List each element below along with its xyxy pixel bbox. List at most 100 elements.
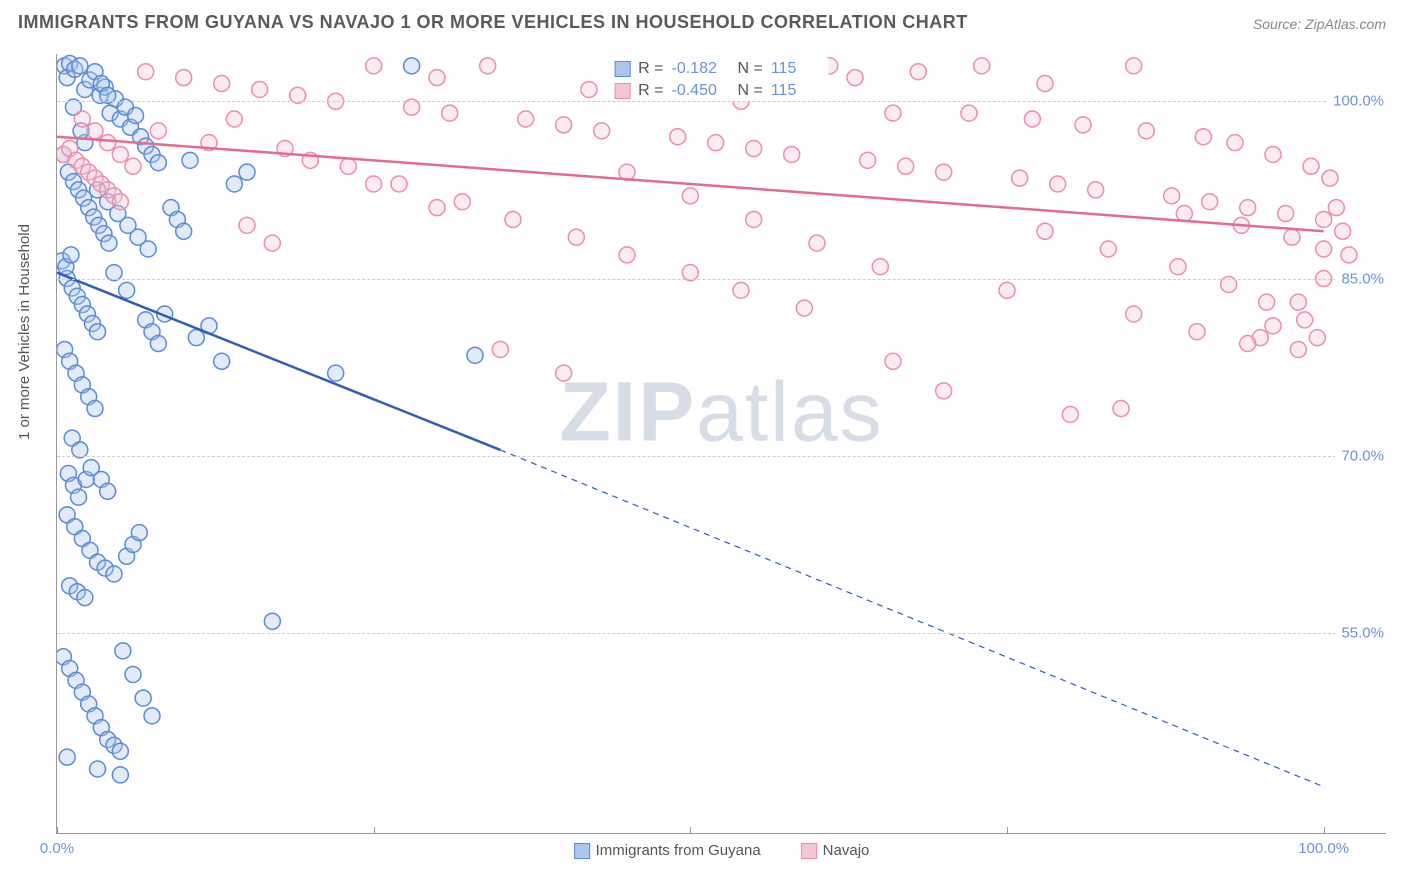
swatch-navajo-icon [801, 843, 817, 859]
scatter-point [898, 158, 914, 174]
scatter-point [83, 460, 99, 476]
swatch-guyana-icon [574, 843, 590, 859]
scatter-point [619, 247, 635, 263]
scatter-point [226, 111, 242, 127]
correlation-legend: R = -0.182 N = 115 R = -0.450 N = 115 [614, 58, 829, 102]
legend-label-guyana: Immigrants from Guyana [596, 842, 761, 859]
legend-label-navajo: Navajo [823, 842, 870, 859]
scatter-point [144, 708, 160, 724]
scatter-point [115, 643, 131, 659]
scatter-point [556, 365, 572, 381]
trend-line-solid [57, 273, 500, 450]
scatter-point [1195, 129, 1211, 145]
scatter-point [885, 105, 901, 121]
gridline [57, 279, 1386, 280]
scatter-point [1113, 401, 1129, 417]
n-value-navajo: 115 [771, 82, 829, 100]
scatter-point [112, 194, 128, 210]
scatter-point [138, 64, 154, 80]
scatter-point [809, 235, 825, 251]
scatter-point [568, 229, 584, 245]
scatter-point [176, 70, 192, 86]
scatter-point [442, 105, 458, 121]
scatter-point [784, 146, 800, 162]
scatter-point [1290, 341, 1306, 357]
scatter-point [910, 64, 926, 80]
scatter-point [1062, 406, 1078, 422]
scatter-point [77, 590, 93, 606]
scatter-point [214, 353, 230, 369]
scatter-point [1176, 206, 1192, 222]
scatter-point [391, 176, 407, 192]
scatter-point [1290, 294, 1306, 310]
scatter-point [264, 613, 280, 629]
scatter-point [1335, 223, 1351, 239]
n-label: N = [738, 82, 763, 100]
y-tick-label: 70.0% [1335, 447, 1390, 464]
scatter-point [366, 176, 382, 192]
scatter-point [1297, 312, 1313, 328]
y-tick-label: 55.0% [1335, 625, 1390, 642]
scatter-point [63, 247, 79, 263]
scatter-point [1189, 324, 1205, 340]
scatter-point [467, 347, 483, 363]
scatter-point [239, 164, 255, 180]
scatter-point [581, 81, 597, 97]
scatter-point [1240, 200, 1256, 216]
chart-title: IMMIGRANTS FROM GUYANA VS NAVAJO 1 OR MO… [18, 12, 968, 33]
plot-area: ZIPatlas R = -0.182 N = 115 R = -0.450 N… [56, 54, 1386, 834]
series-legend: Immigrants from Guyana Navajo [574, 842, 870, 859]
scatter-point [140, 241, 156, 257]
scatter-point [733, 282, 749, 298]
scatter-point [746, 141, 762, 157]
scatter-point [1202, 194, 1218, 210]
scatter-point [366, 58, 382, 74]
scatter-point [556, 117, 572, 133]
scatter-point [594, 123, 610, 139]
scatter-point [492, 341, 508, 357]
scatter-point [1037, 223, 1053, 239]
scatter-point [1259, 294, 1275, 310]
scatter-point [429, 200, 445, 216]
r-value-guyana: -0.182 [672, 60, 730, 78]
x-tick-label: 100.0% [1298, 840, 1349, 857]
scatter-point [936, 383, 952, 399]
legend-item-guyana: Immigrants from Guyana [574, 842, 761, 859]
scatter-point [328, 365, 344, 381]
scatter-point [131, 525, 147, 541]
legend-item-navajo: Navajo [801, 842, 870, 859]
scatter-point [708, 135, 724, 151]
scatter-point [125, 158, 141, 174]
scatter-point [1126, 58, 1142, 74]
scatter-point [670, 129, 686, 145]
scatter-point [226, 176, 242, 192]
scatter-point [182, 152, 198, 168]
scatter-point [90, 761, 106, 777]
scatter-point [106, 566, 122, 582]
x-tick [1324, 827, 1325, 833]
scatter-point [1088, 182, 1104, 198]
scatter-point [1316, 211, 1332, 227]
x-tick [374, 827, 375, 833]
scatter-point [1138, 123, 1154, 139]
legend-row-navajo: R = -0.450 N = 115 [614, 80, 829, 102]
scatter-point [1316, 241, 1332, 257]
legend-row-guyana: R = -0.182 N = 115 [614, 58, 829, 80]
scatter-point [119, 282, 135, 298]
scatter-point [1278, 206, 1294, 222]
scatter-point [264, 235, 280, 251]
scatter-point [87, 401, 103, 417]
scatter-point [1322, 170, 1338, 186]
trend-line-dashed [500, 450, 1323, 787]
swatch-navajo [614, 83, 630, 99]
scatter-point [1075, 117, 1091, 133]
r-label: R = [638, 82, 663, 100]
scatter-point [112, 767, 128, 783]
scatter-point [1100, 241, 1116, 257]
scatter-point [682, 188, 698, 204]
scatter-point [340, 158, 356, 174]
n-label: N = [738, 60, 763, 78]
gridline [57, 633, 1386, 634]
scatter-point [1309, 330, 1325, 346]
scatter-point [72, 58, 88, 74]
